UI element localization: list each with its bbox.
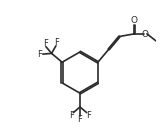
Text: O: O (131, 16, 138, 25)
Text: F: F (69, 111, 74, 120)
Text: F: F (37, 50, 42, 59)
Text: F: F (54, 38, 59, 47)
Text: F: F (43, 39, 48, 48)
Text: F: F (78, 115, 82, 124)
Text: F: F (86, 111, 91, 120)
Text: O: O (141, 30, 148, 39)
